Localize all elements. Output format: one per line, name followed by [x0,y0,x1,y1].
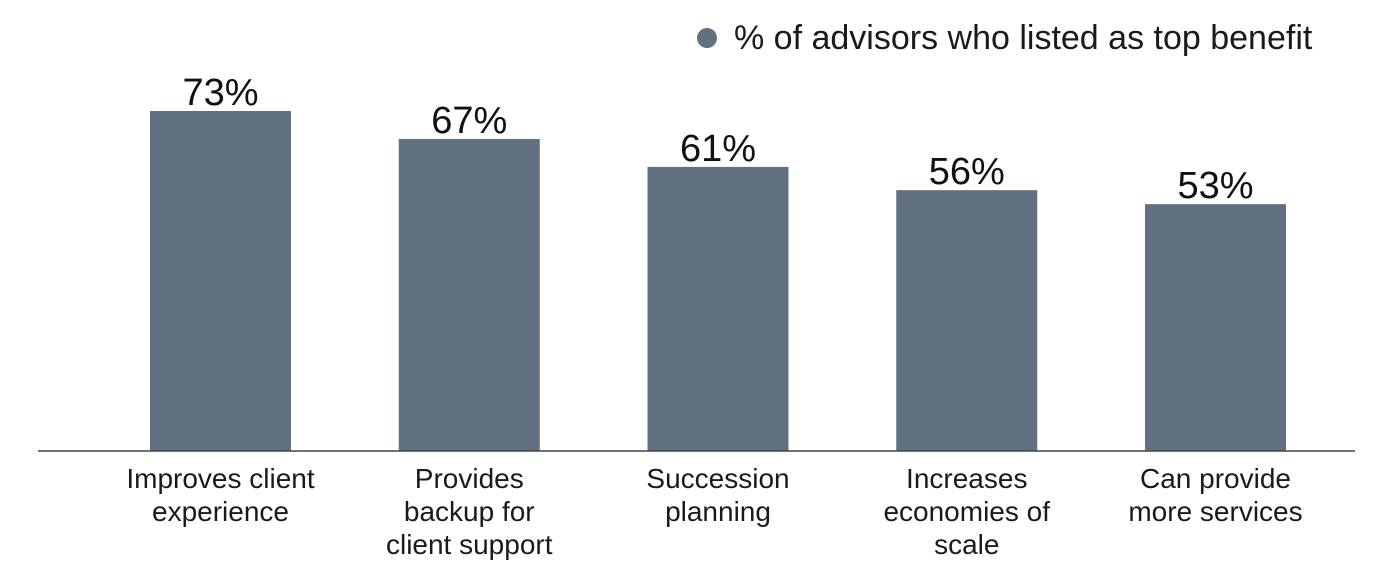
value-label-1: 73% [182,72,258,114]
category-label-1-line-2: experience [152,496,289,527]
bars-group [150,111,1286,451]
category-label-4-line-2: economies of [883,496,1050,527]
bar-5 [1145,204,1286,451]
category-label-5-line-2: more services [1128,496,1302,527]
category-label-2-line-2: backup for [404,496,535,527]
legend: % of advisors who listed as top benefit [697,19,1313,57]
value-labels-group: 73% 67% 61% 56% 53% [182,72,1253,207]
legend-marker [697,28,717,48]
value-label-4: 56% [929,151,1005,193]
bar-2 [398,138,540,451]
category-label-2-line-3: client support [386,529,553,560]
category-label-5-line-1: Can provide [1140,463,1291,494]
value-label-5: 53% [1177,165,1253,207]
category-label-4-line-3: scale [934,529,999,560]
value-label-2: 67% [431,100,507,142]
category-label-2-line-1: Provides [415,463,524,494]
bar-1 [150,111,291,451]
category-label-1-line-1: Improves client [126,463,315,494]
category-label-3-line-1: Succession [646,463,789,494]
bar-3 [647,166,789,451]
category-label-4-line-1: Increases [906,463,1027,494]
legend-label: % of advisors who listed as top benefit [734,19,1313,57]
value-label-3: 61% [680,128,756,170]
category-label-3-line-2: planning [665,496,771,527]
bar-4 [896,190,1038,451]
